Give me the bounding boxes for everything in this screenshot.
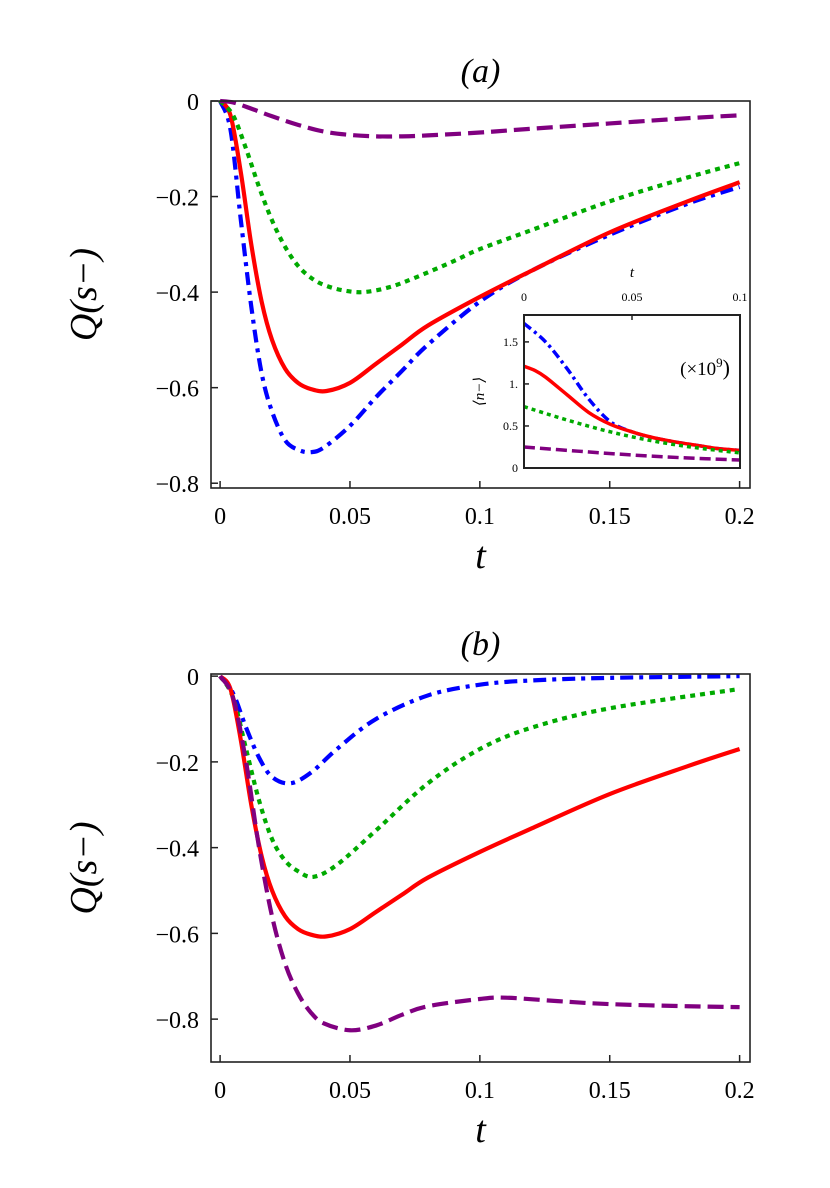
y-axis-label: ⟨n−⟩ xyxy=(472,377,488,406)
x-axis-label: t xyxy=(475,535,487,577)
x-tick-label: 0.1 xyxy=(465,504,495,530)
series-line-dotted-2 xyxy=(218,99,741,295)
y-tick-label: 1.5 xyxy=(503,335,518,349)
y-tick-label: −0.4 xyxy=(155,837,199,863)
series-line-solid-2 xyxy=(218,674,741,939)
x-tick-label: 0 xyxy=(214,1078,226,1104)
y-tick-label: −0.2 xyxy=(155,751,199,777)
y-tick-label: 0.5 xyxy=(503,419,518,433)
y-tick-label: −0.4 xyxy=(155,281,199,307)
x-tick-label: 0.1 xyxy=(465,1078,495,1104)
series-line-solid-1 xyxy=(218,99,741,394)
x-tick-label: 0.2 xyxy=(725,504,755,530)
series-group xyxy=(218,98,741,455)
series-group xyxy=(218,674,741,1033)
series-group xyxy=(524,322,740,462)
y-tick-label: 0 xyxy=(187,665,199,691)
inset-panel: 0 0.05 0.1 0 0.5 1. 1.5 t ⟨n−⟩ (×109) xyxy=(472,265,748,475)
y-tick-label: −0.2 xyxy=(155,186,199,212)
y-tick-label: −0.8 xyxy=(155,472,199,498)
series-line-solid-1 xyxy=(524,364,740,453)
x-axis-label: t xyxy=(630,265,635,281)
x-tick-label: 0.05 xyxy=(329,1078,371,1104)
panel-title: (b) xyxy=(461,626,501,663)
y-tick-label: 1. xyxy=(509,377,518,391)
y-tick-label: 0 xyxy=(512,461,518,475)
x-tick-label: 0.15 xyxy=(589,504,631,530)
y-tick-label: −0.8 xyxy=(155,1008,199,1034)
x-tick-label: 0.1 xyxy=(733,290,748,304)
x-tick-label: 0 xyxy=(214,504,226,530)
series-line-dotted-1 xyxy=(218,674,740,880)
y-tick-label: 0 xyxy=(187,90,199,116)
panel-a: 0 0.05 0.1 0.15 0.2 0 −0.2 −0.4 −0.6 −0.8 (a) t Q(s−… xyxy=(63,53,755,577)
series-line-dashed-3 xyxy=(524,445,740,462)
x-tick-label: 0.05 xyxy=(329,504,371,530)
series-line-dashdot-0 xyxy=(218,674,740,786)
y-axis-label: Q(s−) xyxy=(63,821,105,914)
panel-b: 0 0.05 0.1 0.15 0.2 0 −0.2 −0.4 −0.6 −0.8 (b) t Q(s−… xyxy=(63,626,755,1151)
series-line-dashed-3 xyxy=(219,98,740,139)
x-axis-label: t xyxy=(475,1109,487,1151)
x-tick-label: 0.05 xyxy=(622,290,643,304)
x-tick-label: 0 xyxy=(521,290,527,304)
x-tick-label: 0.15 xyxy=(589,1078,631,1104)
series-line-dashed-3 xyxy=(218,674,740,1033)
y-tick-label: −0.6 xyxy=(155,377,199,403)
x-tick-label: 0.2 xyxy=(725,1078,755,1104)
y-tick-label: −0.6 xyxy=(155,922,199,948)
inset-background xyxy=(524,315,740,468)
series-line-dotted-2 xyxy=(524,404,740,455)
annotation-multiplier: (×109) xyxy=(680,355,730,380)
panel-title: (a) xyxy=(461,53,501,90)
y-axis-label: Q(s−) xyxy=(63,248,105,341)
